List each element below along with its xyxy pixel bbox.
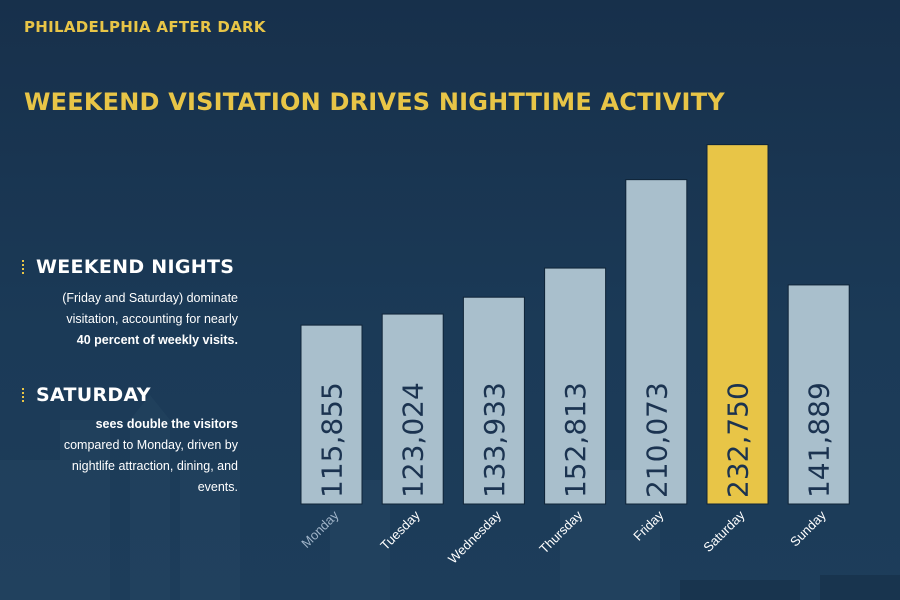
value-label: 123,024 [397, 382, 430, 498]
value-label: 232,750 [722, 382, 755, 498]
note-text: (Friday and Saturday) dominate visitatio… [62, 291, 238, 326]
x-tick-label: Tuesday [377, 507, 423, 553]
dotted-marker-icon [22, 388, 24, 402]
x-tick-label: Sunday [787, 507, 829, 549]
value-label: 133,933 [478, 382, 511, 498]
note-weekend-nights: WEEKEND NIGHTS (Friday and Saturday) dom… [22, 256, 238, 351]
value-label: 141,889 [803, 382, 836, 498]
bar-saturday [706, 144, 769, 505]
bar-tuesday [381, 313, 444, 505]
brand-title: PHILADELPHIA AFTER DARK [24, 18, 266, 36]
bar-wednesday [462, 296, 525, 505]
x-tick-label: Monday [298, 507, 342, 551]
note-text: compared to Monday, driven by nightlife … [63, 438, 238, 494]
value-label: 210,073 [640, 382, 673, 498]
bar-sunday [787, 284, 850, 505]
note-heading: SATURDAY [36, 384, 151, 406]
bar-monday [300, 324, 363, 505]
bar-thursday [544, 267, 607, 505]
bar-friday [625, 179, 688, 505]
note-bold: 40 percent of weekly visits. [76, 333, 238, 347]
value-label: 115,855 [316, 382, 349, 498]
note-saturday: SATURDAY sees double the visitors compare… [22, 384, 238, 498]
value-label: 152,813 [559, 382, 592, 498]
page-title: WEEKEND VISITATION DRIVES NIGHTTIME ACTI… [24, 88, 725, 116]
note-bold: sees double the visitors [95, 417, 238, 431]
note-heading: WEEKEND NIGHTS [36, 256, 235, 278]
x-tick-label: Thursday [536, 507, 585, 556]
x-tick-label: Saturday [700, 507, 748, 555]
x-tick-label: Friday [630, 507, 666, 543]
x-tick-label: Wednesday [445, 507, 504, 566]
dotted-marker-icon [22, 260, 24, 274]
